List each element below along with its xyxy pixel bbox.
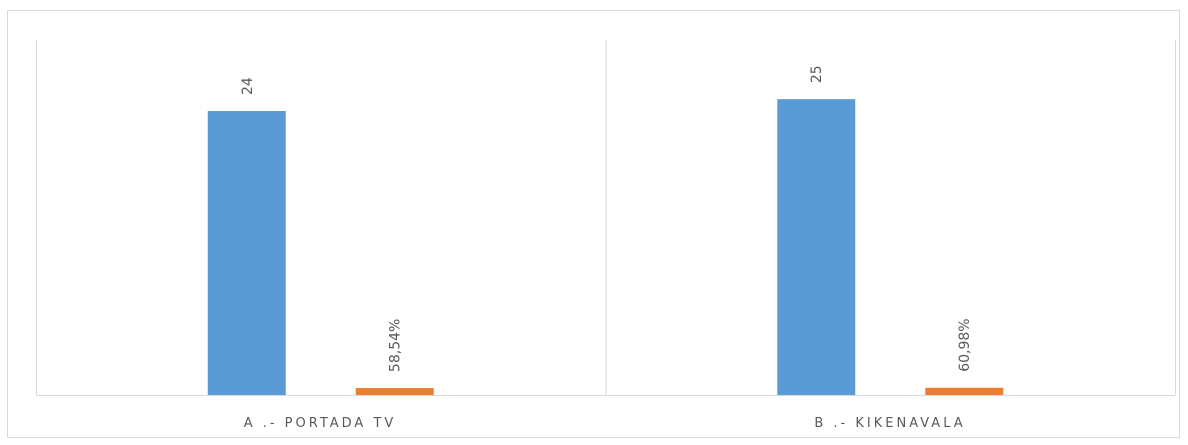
data-label-series-1-cat-1: 24 bbox=[240, 77, 256, 95]
bar-series-2-cat-1 bbox=[355, 388, 434, 395]
data-label-series-1-cat-2: 25 bbox=[809, 65, 825, 83]
bar-series-2-cat-2 bbox=[925, 387, 1004, 395]
category-label-b: B .- KIKENAVALA bbox=[814, 416, 965, 431]
bar-series-1-cat-2 bbox=[777, 99, 856, 396]
plot-area: 24 25 58,54% 60,98% bbox=[36, 40, 1176, 396]
category-labels: A .- PORTADA TV B .- KIKENAVALA bbox=[244, 416, 965, 431]
chart-frame bbox=[7, 10, 1180, 438]
data-label-series-2-cat-1: 58,54% bbox=[388, 319, 404, 372]
category-label-a: A .- PORTADA TV bbox=[244, 416, 397, 431]
bar-series-1-cat-1 bbox=[207, 111, 286, 395]
data-label-series-2-cat-2: 60,98% bbox=[957, 318, 973, 371]
